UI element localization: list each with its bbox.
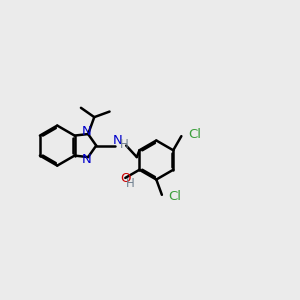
Text: Cl: Cl [188, 128, 201, 142]
Text: N: N [82, 153, 92, 166]
Text: N: N [82, 125, 92, 138]
Text: N: N [113, 134, 123, 147]
Text: H: H [119, 138, 128, 151]
Text: H: H [126, 177, 135, 190]
Text: Cl: Cl [168, 190, 182, 202]
Text: O: O [120, 172, 130, 185]
